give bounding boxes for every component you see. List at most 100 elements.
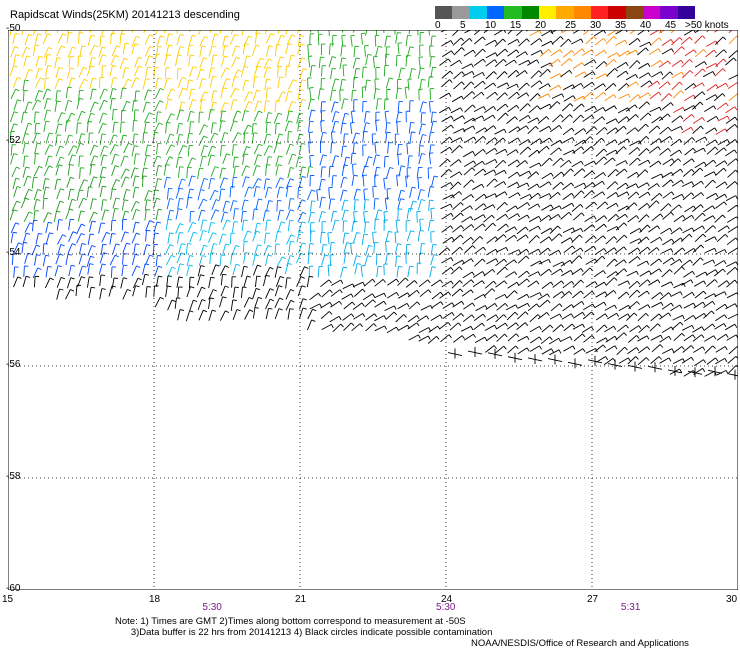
wind-barb — [321, 244, 324, 256]
wind-barb — [167, 299, 173, 311]
wind-barb-flag — [669, 30, 671, 32]
wind-barb-flag — [559, 313, 562, 318]
wind-barb — [706, 84, 717, 92]
wind-barb — [229, 200, 234, 212]
wind-barb-flag — [232, 299, 237, 301]
wind-barb — [661, 48, 672, 55]
wind-barb-flag — [319, 303, 322, 308]
wind-barb — [197, 265, 202, 277]
wind-barb-flag — [362, 282, 366, 286]
wind-barb-flag — [287, 262, 293, 265]
wind-barb-flag — [660, 334, 663, 339]
wind-barb-flag — [256, 275, 261, 278]
wind-barb-flag — [281, 256, 286, 260]
wind-barb — [405, 244, 408, 256]
wind-barb-flag — [448, 107, 452, 111]
wind-barb — [671, 193, 683, 200]
wind-barb — [110, 55, 116, 66]
wind-barb-flag — [312, 308, 317, 312]
wind-barb — [530, 49, 541, 56]
wind-barb-flag — [591, 190, 595, 195]
wind-barb — [321, 289, 331, 298]
wind-barb — [243, 252, 246, 264]
wind-barb-flag — [233, 99, 238, 102]
wind-barb — [42, 255, 46, 267]
wind-barb — [453, 335, 463, 343]
wind-barb-flag — [309, 275, 314, 278]
wind-barb-flag — [494, 59, 498, 64]
wind-barb — [429, 101, 431, 113]
wind-barb — [220, 211, 225, 223]
wind-barb — [693, 91, 703, 99]
wind-barb-flag — [669, 269, 673, 273]
wind-barb-flag — [504, 294, 508, 299]
wind-barb-flag — [712, 71, 716, 76]
wind-barb-flag — [549, 157, 553, 162]
wind-barb — [440, 136, 450, 145]
wind-barb-flag — [62, 33, 67, 36]
wind-barb — [418, 57, 421, 69]
wind-barb-flag — [482, 72, 485, 77]
wind-barb — [142, 78, 146, 90]
wind-barb-flag — [537, 93, 541, 97]
wind-barb-flag — [320, 88, 325, 90]
wind-barb — [297, 212, 303, 223]
wind-barb-flag — [526, 278, 530, 283]
wind-barb — [263, 58, 270, 69]
wind-barb — [10, 144, 13, 156]
wind-barb-flag — [215, 199, 220, 202]
wind-barb — [648, 200, 657, 209]
wind-barb-flag — [482, 58, 486, 63]
wind-barb-flag — [690, 345, 695, 349]
wind-barb — [417, 177, 420, 189]
wind-barb-flag — [602, 180, 605, 185]
wind-barb-flag — [114, 144, 119, 147]
wind-barb — [327, 232, 330, 244]
wind-barb — [352, 77, 355, 89]
wind-barb-flag — [67, 86, 72, 89]
wind-barb-flag — [260, 57, 265, 61]
wind-barb — [339, 57, 343, 69]
wind-barb-flag — [670, 179, 674, 184]
wind-barb-flag — [482, 136, 487, 140]
wind-barb — [596, 201, 606, 210]
wind-barb-flag — [528, 139, 531, 144]
wind-barb-flag — [613, 35, 617, 40]
wind-barb — [551, 268, 561, 276]
wind-barb-flag — [26, 232, 31, 235]
wind-barb-flag — [396, 292, 399, 297]
wind-barb — [496, 303, 506, 311]
wind-barb-flag — [461, 300, 465, 305]
wind-barb — [219, 310, 226, 321]
wind-barb-flag — [372, 278, 376, 283]
wind-barb — [54, 57, 58, 69]
wind-barb — [231, 57, 237, 68]
wind-barb — [364, 221, 366, 233]
wind-barb-flag — [81, 223, 86, 227]
wind-barb — [243, 91, 250, 102]
wind-barb-flag — [492, 269, 496, 273]
wind-barb-flag — [636, 301, 640, 305]
wind-barb — [12, 178, 17, 190]
wind-barb-flag — [289, 219, 294, 222]
wind-barb — [552, 171, 562, 180]
wind-barb — [121, 30, 124, 34]
wind-barb — [265, 122, 268, 134]
wind-barb — [55, 145, 61, 157]
wind-barb — [562, 280, 572, 289]
wind-barb-flag — [503, 258, 507, 263]
wind-barb — [363, 189, 366, 201]
wind-barb-flag — [290, 198, 295, 200]
wind-barb-flag — [278, 155, 283, 158]
wind-barb — [340, 189, 344, 201]
wind-barb — [320, 120, 322, 133]
wind-barb — [362, 293, 373, 301]
wind-barb-flag — [334, 120, 340, 123]
wind-barb — [188, 55, 191, 67]
wind-barb — [518, 139, 529, 146]
wind-barb — [541, 40, 552, 47]
wind-barb-flag — [357, 263, 362, 265]
wind-barb — [57, 244, 62, 256]
wind-barb-flag — [328, 279, 332, 284]
wind-barb-flag — [603, 61, 608, 65]
